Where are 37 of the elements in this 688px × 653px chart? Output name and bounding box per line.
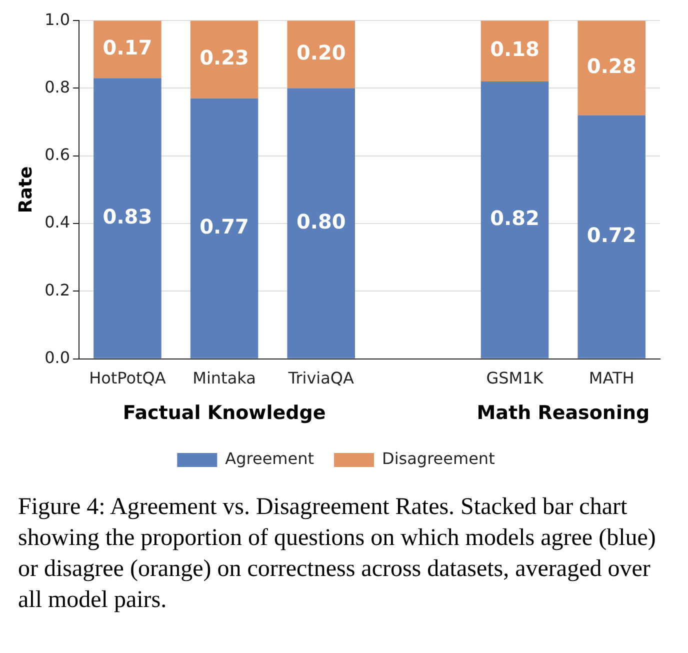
data-label: 0.28 <box>586 54 636 78</box>
y-tick-label: 0.0 <box>44 348 70 367</box>
y-tick-label: 0.8 <box>44 77 70 96</box>
bar <box>287 88 355 358</box>
legend-label: Disagreement <box>382 449 495 468</box>
bar <box>480 20 549 82</box>
bar <box>94 78 162 358</box>
y-axis-title: Rate <box>15 166 36 214</box>
text: Factual Knowledge <box>122 402 326 424</box>
bar <box>578 115 646 358</box>
bar <box>190 98 258 358</box>
data-label: 0.82 <box>490 206 540 230</box>
x-tick-label: GSM1K <box>486 368 544 388</box>
data-label: 0.17 <box>102 36 152 60</box>
x-tick-label: Mintaka <box>192 368 256 388</box>
data-label: 0.23 <box>200 46 249 70</box>
x-tick-label: TriviaQA <box>287 368 354 388</box>
bar <box>94 20 162 78</box>
bar <box>287 20 355 88</box>
data-label: 0.18 <box>490 37 540 62</box>
text: Math Reasoning <box>476 402 650 424</box>
y-tick-label: 1.0 <box>44 10 70 29</box>
bar <box>578 20 646 116</box>
bar <box>480 81 549 358</box>
bar <box>190 20 258 98</box>
x-tick-label: HotPotQA <box>89 368 166 388</box>
data-label: 0.77 <box>200 214 249 239</box>
y-tick-label: 0.6 <box>44 145 70 164</box>
y-tick-label: 0.2 <box>44 280 70 300</box>
data-label: 0.72 <box>586 223 636 247</box>
data-label: 0.83 <box>102 204 152 228</box>
caption: Figure 4: Agreement vs. Disagreement Rates. Stacked bar chart showing the proportion of questions on which models agree (blue) or disagree (orange) on correctness across datasets, averaged over all model pairs. <box>17 493 657 615</box>
y-tick-label: 0.4 <box>44 212 70 232</box>
legend-label: Agreement <box>225 449 314 468</box>
data-label: 0.80 <box>296 209 346 234</box>
data-label: 0.20 <box>296 40 346 65</box>
x-tick-label: MATH <box>588 368 634 388</box>
